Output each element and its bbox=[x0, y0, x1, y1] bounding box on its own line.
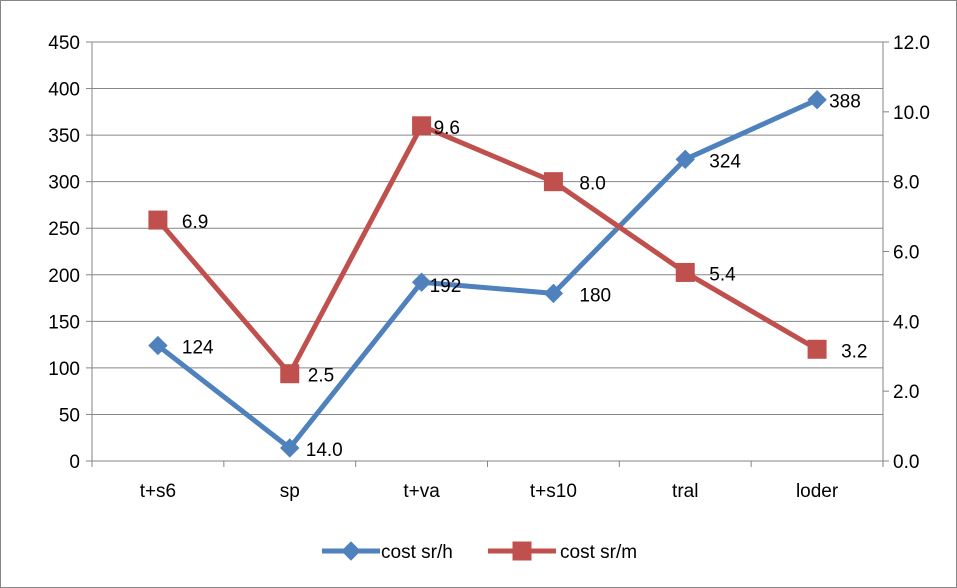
data-point-cost-sr-m-4 bbox=[675, 262, 695, 282]
data-label: 124 bbox=[182, 338, 214, 359]
data-point-cost-sr-m-1 bbox=[280, 364, 300, 384]
y-left-tick-label: 450 bbox=[48, 33, 80, 54]
y-right-tick-label: 6.0 bbox=[893, 243, 919, 264]
data-point-cost-sr-m-0 bbox=[148, 210, 168, 230]
data-point-cost-sr-m-5 bbox=[807, 339, 827, 359]
legend-marker-1 bbox=[512, 541, 532, 561]
x-tick-label-sp: sp bbox=[280, 481, 300, 502]
data-labels: 124 14.0 192 180 324 388 6.9 2.5 9.6 8.0 5.4 3.2 bbox=[182, 92, 868, 461]
series-line-cost-sr-h bbox=[156, 97, 819, 451]
data-label: 6.9 bbox=[182, 212, 208, 233]
y-left-tick-label: 400 bbox=[48, 80, 80, 101]
data-point-cost-sr-h-2 bbox=[411, 272, 432, 292]
y-left-tick-label: 50 bbox=[59, 405, 80, 426]
data-label: 192 bbox=[430, 276, 462, 297]
y-right-tick-label: 2.0 bbox=[893, 382, 919, 403]
y-left-tick-label: 100 bbox=[48, 359, 80, 380]
data-label: 14.0 bbox=[306, 440, 343, 461]
data-label: 8.0 bbox=[579, 174, 605, 195]
x-tick-label-t+s10: t+s10 bbox=[530, 481, 577, 502]
gridlines bbox=[92, 41, 883, 415]
y-right-tick-label: 4.0 bbox=[893, 312, 919, 333]
data-point-cost-sr-m-2 bbox=[412, 116, 432, 136]
legend-marker-0 bbox=[341, 541, 361, 561]
y-left-tick-label: 250 bbox=[48, 219, 80, 240]
y-left-tick-label: 200 bbox=[48, 266, 80, 287]
data-label: 2.5 bbox=[308, 366, 334, 387]
data-label: 388 bbox=[829, 92, 861, 113]
data-point-cost-sr-h-4 bbox=[675, 149, 695, 170]
y-left-tick-label: 150 bbox=[48, 312, 80, 333]
data-point-cost-sr-h-3 bbox=[543, 283, 564, 304]
data-label: 3.2 bbox=[841, 341, 867, 362]
data-point-cost-sr-h-5 bbox=[807, 90, 827, 110]
data-point-cost-sr-h-0 bbox=[148, 335, 168, 356]
x-tick-label-t+s6: t+s6 bbox=[140, 481, 176, 502]
legend-label-0: cost sr/h bbox=[381, 542, 453, 563]
data-point-cost-sr-h-1 bbox=[280, 438, 300, 458]
legend: cost sr/h cost sr/m bbox=[322, 541, 637, 563]
data-label: 180 bbox=[579, 285, 611, 306]
legend-label-1: cost sr/m bbox=[560, 542, 637, 563]
x-tick-label-tral: tral bbox=[672, 481, 698, 502]
y-right-tick-label: 10.0 bbox=[893, 103, 930, 124]
data-label: 324 bbox=[709, 151, 741, 172]
y-left-tick-label: 350 bbox=[48, 126, 80, 147]
y-right-tick-label: 12.0 bbox=[893, 33, 930, 54]
y-right-tick-label: 0.0 bbox=[893, 452, 919, 473]
data-label: 5.4 bbox=[709, 264, 736, 285]
x-tick-label-t+va: t+va bbox=[403, 481, 440, 502]
axes: 0 50 100 150 200 250 300 350 400 450 0.0 2.0 4.0 6.0 8… bbox=[48, 33, 930, 502]
data-point-cost-sr-m-3 bbox=[543, 172, 563, 192]
y-left-tick-label: 300 bbox=[48, 173, 80, 194]
series bbox=[148, 90, 827, 458]
y-left-tick-label: 0 bbox=[69, 452, 80, 473]
x-tick-label-loder: loder bbox=[796, 481, 839, 502]
data-label: 9.6 bbox=[434, 118, 460, 139]
series-line-cost-sr-m bbox=[156, 123, 819, 377]
y-right-tick-label: 8.0 bbox=[893, 173, 919, 194]
